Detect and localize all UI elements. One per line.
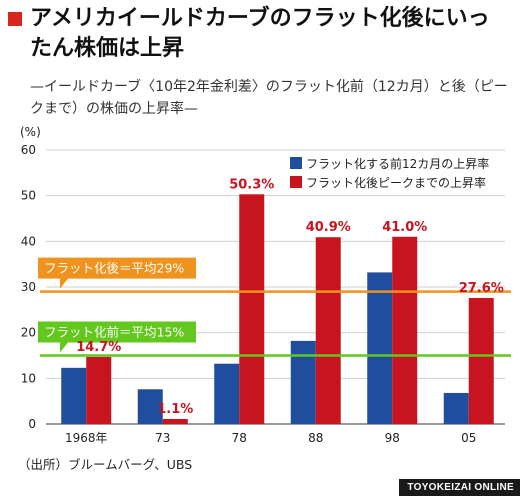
x-tick-label: 1968年 bbox=[65, 431, 108, 445]
legend-swatch bbox=[290, 157, 302, 169]
title-marker bbox=[8, 12, 22, 26]
x-tick-label: 73 bbox=[155, 431, 170, 445]
average-callout-label: フラット化後＝平均29% bbox=[44, 261, 184, 276]
bar-after bbox=[468, 297, 494, 424]
data-label: 40.9% bbox=[306, 220, 351, 235]
data-label: 27.6% bbox=[459, 281, 504, 296]
y-tick-label: 0 bbox=[28, 417, 36, 431]
x-tick-label: 98 bbox=[385, 431, 400, 445]
legend-label: フラット化後ピークまでの上昇率 bbox=[306, 175, 486, 190]
y-axis-unit-label: (%) bbox=[20, 125, 41, 139]
average-callout-label: フラット化前＝平均15% bbox=[44, 325, 184, 340]
average-callout-box bbox=[38, 321, 196, 353]
average-callout-box bbox=[38, 257, 196, 289]
data-label: 14.7% bbox=[76, 340, 121, 355]
axis-layer: (%) 0 10 20 30 40 50 60 1968年 73 78 88 98 05 bbox=[20, 125, 505, 445]
data-label: 1.1% bbox=[157, 402, 193, 417]
chart-title: アメリカイールドカーブのフラット化後にいったん株価は上昇 bbox=[30, 6, 490, 61]
publisher-credit: TOYOKEIZAI ONLINE bbox=[399, 479, 520, 496]
bar-before bbox=[61, 367, 87, 424]
bar-after bbox=[162, 418, 188, 424]
grid-layer bbox=[46, 149, 505, 379]
legend-swatch bbox=[290, 176, 302, 188]
y-tick-label: 50 bbox=[21, 189, 36, 203]
data-label: 41.0% bbox=[382, 220, 427, 235]
bar-after bbox=[86, 356, 112, 424]
data-label: 50.3% bbox=[229, 177, 274, 192]
chart-subtitle: —イールドカーブ〈10年2年金利差〉のフラット化前（12カ月）と後（ピークまで）… bbox=[30, 79, 508, 117]
bar-before bbox=[367, 272, 393, 424]
bar-before bbox=[443, 392, 469, 424]
bar-after bbox=[392, 236, 418, 424]
x-tick-label: 78 bbox=[232, 431, 247, 445]
bar-after bbox=[315, 237, 341, 424]
x-tick-label: 05 bbox=[461, 431, 476, 445]
y-tick-label: 40 bbox=[21, 234, 36, 248]
bar-before bbox=[137, 389, 163, 424]
legend-label: フラット化する前12カ月の上昇率 bbox=[306, 156, 489, 171]
bar-after bbox=[239, 194, 265, 424]
y-tick-label: 20 bbox=[21, 326, 36, 340]
x-tick-label: 88 bbox=[308, 431, 323, 445]
y-tick-label: 10 bbox=[21, 371, 36, 385]
reference-line-layer: フラット化後＝平均29% フラット化前＝平均15% bbox=[38, 257, 511, 357]
y-tick-label: 30 bbox=[21, 280, 36, 294]
bar-layer bbox=[61, 194, 494, 424]
y-tick-label: 60 bbox=[21, 143, 36, 157]
bar-before bbox=[290, 340, 316, 424]
bar-before bbox=[214, 363, 240, 424]
data-label-layer: 14.7% 1.1% 50.3% 40.9% 41.0% 27.6% bbox=[76, 177, 504, 417]
source-note: （出所）ブルームバーグ、UBS bbox=[18, 457, 193, 472]
